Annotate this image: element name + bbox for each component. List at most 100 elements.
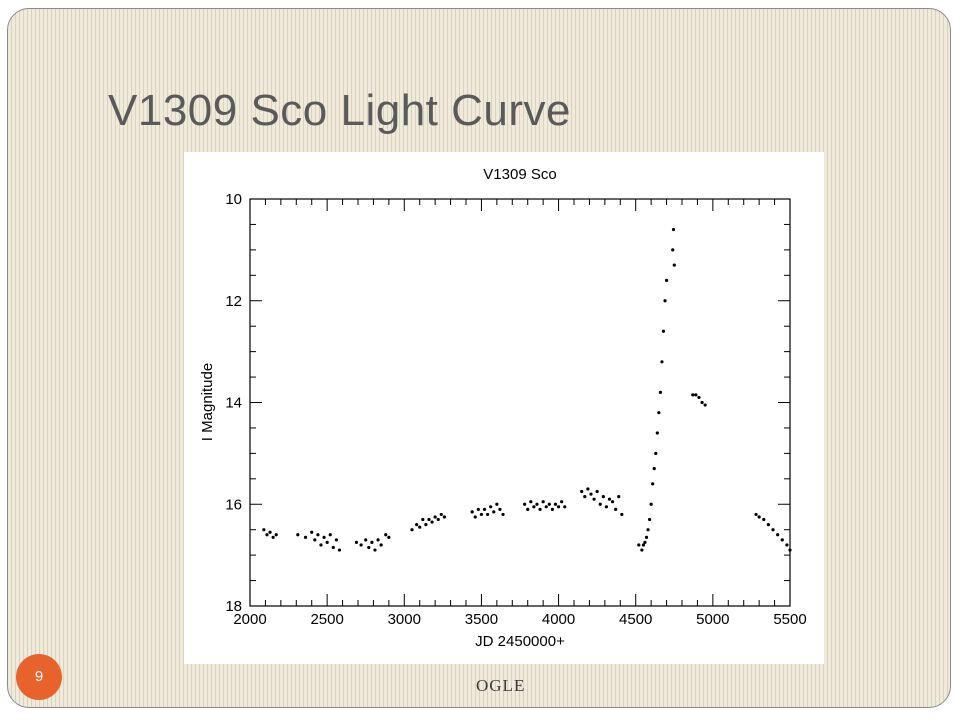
data-point xyxy=(421,517,425,522)
chart-panel: V1309 Sco 2000 2500 3000 3500 4000 4500 5000 55… xyxy=(184,152,824,664)
data-point xyxy=(442,515,446,519)
slide-footer: OGLE xyxy=(476,676,526,695)
x-tick-label: 4000 xyxy=(542,611,575,628)
data-point xyxy=(325,540,329,545)
x-tick-label: 2000 xyxy=(233,611,266,628)
data-point xyxy=(430,520,434,524)
data-point xyxy=(641,543,646,547)
data-point xyxy=(771,528,775,532)
y-tick-label: 16 xyxy=(225,496,242,513)
data-point xyxy=(316,533,320,537)
data-point xyxy=(595,489,599,494)
data-point xyxy=(439,512,443,517)
plot-frame xyxy=(249,198,791,607)
y-tick-label: 14 xyxy=(225,395,242,412)
data-point xyxy=(671,248,675,252)
data-point xyxy=(486,512,490,517)
y-tick-label: 10 xyxy=(225,191,242,208)
data-point xyxy=(424,523,428,527)
data-point xyxy=(648,517,652,522)
data-point xyxy=(610,500,615,504)
data-point xyxy=(644,535,649,539)
data-point xyxy=(370,540,374,545)
data-point xyxy=(563,505,567,509)
data-point xyxy=(640,548,644,552)
data-point xyxy=(473,515,477,519)
data-point xyxy=(776,533,780,537)
data-point xyxy=(754,512,758,517)
data-point xyxy=(410,528,414,532)
data-point xyxy=(427,517,431,522)
data-point xyxy=(379,543,383,547)
data-point xyxy=(592,497,596,501)
y-tick-label: 18 xyxy=(225,598,242,615)
data-point xyxy=(637,543,641,547)
data-point xyxy=(492,510,496,514)
data-point xyxy=(495,502,499,506)
data-point xyxy=(433,515,437,519)
data-point xyxy=(655,431,659,435)
data-point xyxy=(694,393,698,397)
data-point xyxy=(560,500,564,504)
data-point xyxy=(334,538,338,542)
data-point xyxy=(604,505,608,509)
data-point xyxy=(436,517,440,522)
data-point xyxy=(373,548,377,552)
data-point xyxy=(268,530,272,534)
data-point xyxy=(364,538,368,542)
data-point xyxy=(476,507,480,511)
x-tick-label: 3500 xyxy=(465,611,498,628)
x-tick-label: 2500 xyxy=(310,611,343,628)
data-point xyxy=(532,505,536,509)
data-point xyxy=(586,487,590,491)
data-point xyxy=(529,500,533,504)
data-point xyxy=(303,535,308,539)
data-point xyxy=(296,533,300,537)
data-point xyxy=(479,512,484,517)
data-point xyxy=(418,525,422,529)
x-tick-label: 4500 xyxy=(619,611,652,628)
data-point xyxy=(384,533,388,537)
data-point xyxy=(766,523,771,527)
data-point xyxy=(556,505,561,509)
data-point xyxy=(652,467,656,471)
data-point xyxy=(643,540,647,545)
data-point xyxy=(580,489,584,494)
data-point xyxy=(271,535,275,539)
data-point xyxy=(470,510,474,514)
data-point xyxy=(489,505,493,509)
chart-title: V1309 Sco xyxy=(483,166,556,183)
data-point xyxy=(601,495,605,499)
data-point xyxy=(660,360,664,364)
data-point xyxy=(583,495,587,499)
data-point xyxy=(313,538,317,542)
data-point xyxy=(672,263,676,267)
data-point xyxy=(359,543,363,547)
data-point xyxy=(550,507,554,511)
data-point xyxy=(671,227,676,232)
data-point xyxy=(482,507,487,511)
data-point xyxy=(331,545,335,550)
x-tick-label: 3000 xyxy=(388,611,421,628)
data-point xyxy=(535,502,539,506)
y-axis-label: I Magnitude xyxy=(199,363,216,441)
data-point xyxy=(654,451,658,455)
data-point xyxy=(328,533,332,537)
data-point xyxy=(661,329,666,333)
data-point xyxy=(788,548,792,552)
data-point xyxy=(657,411,661,415)
data-point xyxy=(526,507,530,511)
data-point xyxy=(541,500,545,504)
data-point xyxy=(700,400,704,405)
data-point xyxy=(651,482,655,486)
data-point xyxy=(780,538,784,542)
data-point xyxy=(310,530,314,534)
data-point xyxy=(367,545,371,550)
x-axis-label: JD 2450000+ xyxy=(475,633,565,650)
y-tick-label: 12 xyxy=(225,293,242,310)
data-point xyxy=(598,502,602,506)
data-point xyxy=(354,540,359,545)
data-point xyxy=(274,533,278,537)
data-point xyxy=(501,512,505,517)
data-point xyxy=(617,495,621,499)
